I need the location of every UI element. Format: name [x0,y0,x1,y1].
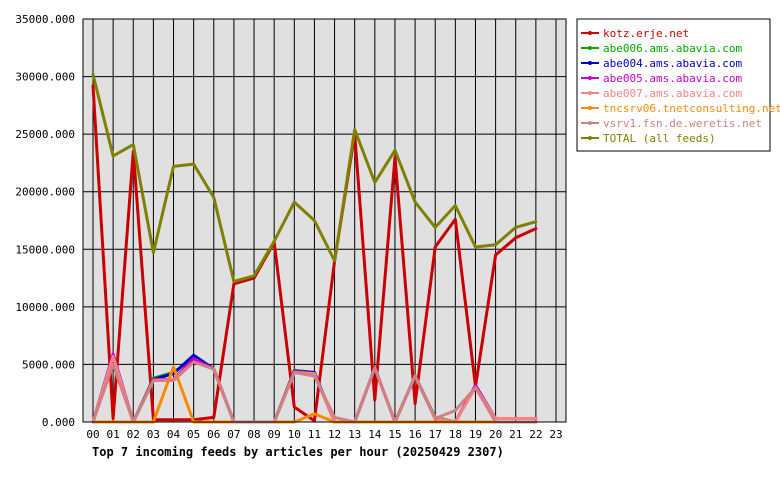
x-tick-label: 09 [268,428,281,441]
legend-label: abe004.ams.abavia.com [603,57,742,70]
legend-swatch-marker [588,106,592,110]
x-tick-label: 13 [348,428,361,441]
x-tick-label: 06 [207,428,220,441]
plot-border [82,18,567,423]
legend-swatch-marker [588,31,592,35]
legend-swatch-marker [588,91,592,95]
legend-swatch-marker [588,136,592,140]
x-tick-label: 14 [368,428,382,441]
y-tick-label: 35000.000 [15,13,75,26]
x-tick-label: 08 [247,428,260,441]
y-tick-label: 15000.000 [15,243,75,256]
series-line [91,360,538,424]
legend-label: abe006.ams.abavia.com [603,42,742,55]
legend-swatch-marker [588,121,592,125]
x-tick-label: 02 [127,428,140,441]
x-tick-label: 18 [449,428,462,441]
x-tick-label: 07 [227,428,240,441]
x-tick-label: 22 [529,428,542,441]
x-tick-label: 05 [187,428,200,441]
x-tick-label: 16 [408,428,421,441]
legend-swatch-marker [588,46,592,50]
x-tick-label: 19 [469,428,482,441]
x-tick-label: 15 [388,428,401,441]
x-tick-label: 12 [328,428,341,441]
legend-swatch-marker [588,61,592,65]
y-tick-label: 5000.000 [22,358,75,371]
x-tick-label: 10 [288,428,301,441]
legend-box [576,18,771,152]
legend-label: kotz.erje.net [603,27,689,40]
x-tick-label: 21 [509,428,522,441]
x-tick-label: 03 [147,428,160,441]
series-line [91,84,538,423]
y-tick-label: 20000.000 [15,186,75,199]
legend-label: tncsrv06.tnetconsulting.net [603,102,780,115]
x-tick-label: 01 [107,428,120,441]
chart-title: Top 7 incoming feeds by articles per hou… [92,445,504,459]
legend-label: vsrv1.fsn.de.weretis.net [603,117,762,130]
y-tick-label: 25000.000 [15,128,75,141]
legend-swatch-marker [588,76,592,80]
x-tick-label: 17 [429,428,442,441]
series-line [91,72,538,283]
legend-label: abe005.ams.abavia.com [603,72,742,85]
y-tick-label: 10000.000 [15,301,75,314]
plot-area [83,19,566,422]
y-tick-label: 0.000 [42,416,75,429]
x-tick-label: 20 [489,428,502,441]
x-tick-label: 23 [549,428,562,441]
x-tick-label: 00 [86,428,99,441]
legend-label: abe007.ams.abavia.com [603,87,742,100]
y-tick-label: 30000.000 [15,71,75,84]
x-tick-label: 11 [308,428,321,441]
x-tick-label: 04 [167,428,181,441]
legend-label: TOTAL (all feeds) [603,132,716,145]
